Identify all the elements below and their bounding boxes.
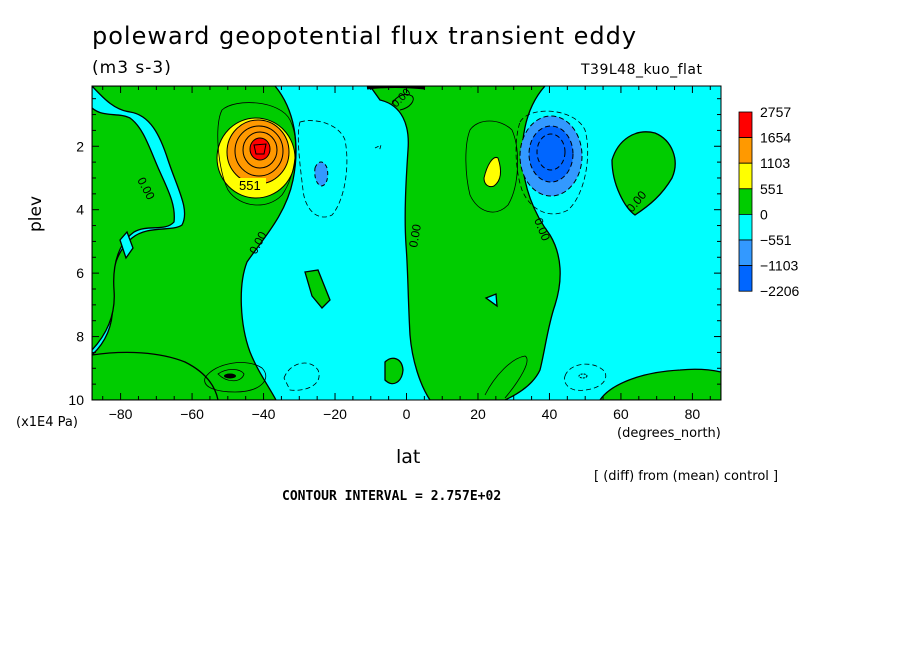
y-tick-label: 10 xyxy=(68,392,84,408)
top-contour-loops xyxy=(391,93,414,111)
colorbar-swatch xyxy=(738,162,753,190)
contour-line xyxy=(374,144,382,153)
region-positive-polar-sh xyxy=(92,351,219,400)
x-tick-label: −80 xyxy=(109,406,133,422)
x-tick-label: −60 xyxy=(180,406,204,422)
contour-fill xyxy=(92,86,721,400)
y-tick-label: 4 xyxy=(76,202,84,218)
colorbar-label: 2757 xyxy=(760,104,791,120)
x-tick-label: −20 xyxy=(323,406,347,422)
region-positive-small-1 xyxy=(304,269,331,309)
contour-line xyxy=(297,120,348,218)
colorbar-label: 0 xyxy=(760,206,768,222)
chart-units: (m3 s-3) xyxy=(92,58,172,78)
colorbar-label: −1103 xyxy=(760,258,798,274)
y-tick-label: 6 xyxy=(76,265,84,281)
negative-patch-551 xyxy=(314,161,329,187)
colorbar-swatch xyxy=(738,188,753,215)
colorbar-label: 1654 xyxy=(760,130,791,146)
region-positive-nh-east xyxy=(611,131,676,216)
x-tick-label: 20 xyxy=(470,406,486,422)
x-tick-label: 80 xyxy=(685,406,701,422)
region-positive-small-2 xyxy=(384,357,404,385)
region-negative-small-1 xyxy=(119,230,134,260)
local-max-marker xyxy=(224,373,236,379)
colorbar-swatch xyxy=(738,265,753,292)
colorbar-swatch xyxy=(738,111,753,139)
colorbar-label: −551 xyxy=(760,232,792,248)
y-axis-units: (x1E4 Pa) xyxy=(16,415,78,430)
y-tick-label: 2 xyxy=(76,138,84,154)
contour-label-zero: 0.00 xyxy=(406,223,424,249)
x-tick-label: 60 xyxy=(613,406,629,422)
x-axis-units: (degrees_north) xyxy=(617,426,721,441)
x-tick-label: −40 xyxy=(252,406,276,422)
colorbar-swatch xyxy=(738,213,753,241)
contour-label-551: 551 xyxy=(239,178,261,193)
experiment-label: T39L48_kuo_flat xyxy=(581,62,703,78)
region-positive-nh-surface xyxy=(599,368,721,400)
chart-title: poleward geopotential flux transient edd… xyxy=(92,22,638,50)
y-tick-label: 8 xyxy=(76,329,84,345)
region-positive-sh-inner xyxy=(92,107,175,351)
contour-line xyxy=(204,362,267,393)
contour-line xyxy=(217,369,245,382)
colorbar-label: 551 xyxy=(760,181,784,197)
diff-note: [ (diff) from (mean) control ] xyxy=(594,469,779,484)
x-tick-label: 0 xyxy=(403,406,411,422)
max-core xyxy=(253,143,267,155)
contour-line xyxy=(484,355,528,399)
min-ring-1654 xyxy=(536,133,566,171)
colorbar-label: −2206 xyxy=(760,283,800,299)
contour-line xyxy=(515,110,589,215)
axis-ticks: −80 −60 −40 −20 0 20 40 60 80 2 4 6 8 10 xyxy=(68,86,721,422)
contour-line xyxy=(283,362,320,391)
region-positive-nh xyxy=(369,86,561,400)
contour-label-zero: 0.00 xyxy=(470,87,472,89)
x-tick-label: 40 xyxy=(542,406,558,422)
region-negative-small-2 xyxy=(484,293,498,308)
colorbar: 2757 1654 1103 551 0 −551 −1103 −2206 xyxy=(738,104,800,299)
contour-line xyxy=(217,102,296,206)
colorbar-swatch xyxy=(738,239,753,267)
contour-line xyxy=(465,120,518,213)
positive-patch-551 xyxy=(483,156,502,188)
x-axis-label: lat xyxy=(396,446,421,468)
contour-interval: CONTOUR INTERVAL = 2.757E+02 xyxy=(282,489,502,504)
local-min-marker xyxy=(578,373,588,379)
contour-lines xyxy=(204,102,607,399)
label-backdrop xyxy=(238,178,266,192)
top-contour-cluster xyxy=(366,86,426,90)
colorbar-label: 1103 xyxy=(760,155,790,171)
colorbar-swatch xyxy=(738,137,753,164)
contour-line xyxy=(564,363,607,391)
